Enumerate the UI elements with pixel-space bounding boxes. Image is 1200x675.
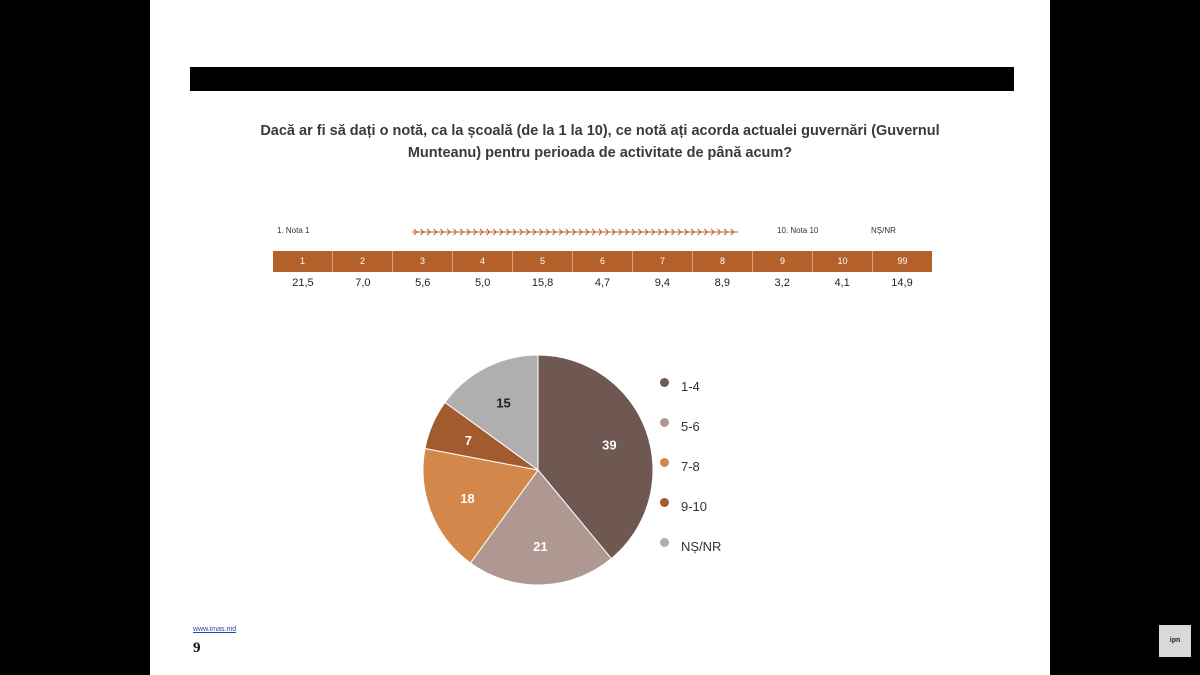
grade-header-cell: 3 (393, 251, 453, 272)
grade-value-cell: 4,7 (594, 277, 611, 289)
pie-slice-7-8 (422, 447, 539, 564)
slide: Dacă ar fi să dați o notă, ca la școală … (150, 0, 1050, 675)
grade-table-header: 1 2 3 4 5 6 7 8 9 10 99 (273, 251, 932, 272)
grade-value-cell: 7,0 (355, 277, 371, 289)
grade-header-cell: 2 (333, 251, 393, 272)
ipn-logo: ipn (1159, 625, 1191, 657)
legend-swatch (660, 537, 669, 547)
grade-header-cell: 9 (753, 251, 813, 272)
grade-value-cell: 8,9 (714, 277, 730, 289)
legend-item: 1-4 (660, 366, 721, 406)
legend-swatch (660, 417, 669, 427)
grade-value-cell: 5,6 (415, 277, 431, 289)
legend-swatch (660, 377, 669, 387)
grade-header-cell: 5 (513, 251, 573, 272)
legend-label: NȘ/NR (681, 538, 722, 554)
pie-data-label: 7 (465, 433, 472, 448)
legend-item: NȘ/NR (660, 526, 721, 566)
legend-label: 9-10 (681, 498, 708, 514)
grade-header-cell: 6 (573, 251, 633, 272)
grade-value-cell: 14,9 (891, 277, 913, 289)
pie-chart: 39 21 18 7 15 (422, 354, 654, 586)
pie-data-label: 21 (533, 539, 547, 554)
grade-value-cell: 3,2 (774, 277, 790, 289)
grade-header-cell: 99 (897, 256, 908, 266)
pie-data-label: 15 (496, 395, 510, 410)
grade-value-cell: 15,8 (531, 277, 554, 289)
legend-item: 9-10 (660, 486, 721, 526)
grade-value-cell: 21,5 (292, 277, 314, 289)
legend-swatch (660, 457, 669, 467)
pie-slice-NȘ/NR (444, 354, 539, 471)
legend-swatch (660, 497, 669, 507)
legend-item: 5-6 (660, 406, 721, 446)
page-number: 9 (193, 640, 201, 656)
grade-table-values: 21,5 7,0 5,6 5,0 15,8 4,7 9,4 8,9 3,2 4,… (273, 275, 932, 291)
scale-arrow (412, 228, 738, 236)
grade-header-cell: 10 (813, 251, 873, 272)
scale-nsnr-label: NȘ/NR (871, 226, 896, 235)
pie-data-label: 39 (602, 437, 616, 452)
grade-value-cell: 4,1 (834, 277, 850, 289)
legend-label: 1-4 (681, 378, 700, 394)
pie-slice-5-6 (469, 469, 613, 586)
grade-value-cell: 5,0 (475, 277, 491, 289)
scale-right-label: 10. Nota 10 (777, 226, 819, 235)
grade-header-cell: 7 (633, 251, 693, 272)
grade-header-cell: 8 (693, 251, 753, 272)
question-title: Dacă ar fi să dați o notă, ca la școală … (260, 123, 940, 161)
legend-label: 7-8 (681, 458, 700, 474)
legend-label: 5-6 (681, 418, 700, 434)
grade-header-cell: 1 (273, 251, 333, 272)
pie-slice-1-4 (537, 354, 654, 560)
chart-legend: 1-4 5-6 7-8 9-10 NȘ/NR (660, 366, 721, 566)
grade-header-cell: 4 (453, 251, 513, 272)
legend-item: 7-8 (660, 446, 721, 486)
pie-data-label: 18 (460, 491, 474, 506)
footer-link[interactable]: www.imas.md (193, 626, 237, 633)
grade-value-cell: 9,4 (654, 277, 671, 289)
scale-left-label: 1. Nota 1 (277, 226, 310, 235)
header-bar (190, 67, 1014, 91)
